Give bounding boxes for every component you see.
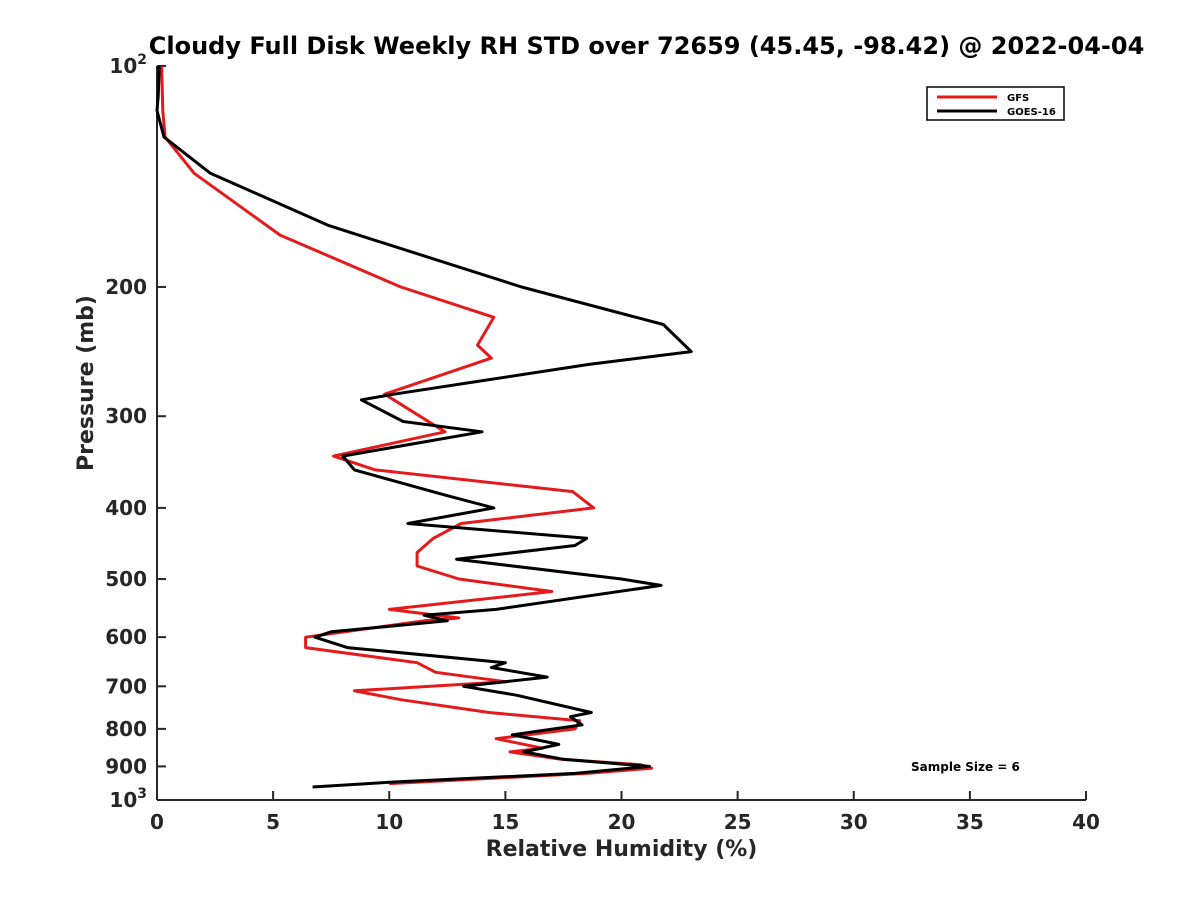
x-tick-label: 5 (266, 810, 280, 834)
legend-box (926, 86, 1065, 121)
y-tick-label: 900 (105, 754, 147, 778)
series-line-gfs (160, 65, 654, 786)
x-tick-label: 15 (491, 810, 519, 834)
x-tick-label: 35 (956, 810, 984, 834)
y-tick-label: 300 (105, 404, 147, 428)
x-axis-title: Relative Humidity (%) (486, 837, 758, 862)
y-tick-label: 400 (105, 496, 147, 520)
y-tick-label: 800 (105, 717, 147, 741)
y-tick-label: 103 (109, 786, 147, 812)
y-tick-label: 600 (105, 625, 147, 649)
x-tick-label: 30 (840, 810, 868, 834)
x-tick-label: 40 (1072, 810, 1100, 834)
x-axis-ticks: 0 5 10 15 20 25 30 35 40 (150, 791, 1100, 834)
series-layer (155, 65, 693, 789)
legend-label: GFS (1007, 93, 1029, 104)
y-tick-label: 102 (109, 52, 147, 78)
legend: GFS GOES-16 (926, 86, 1065, 121)
legend-label: GOES-16 (1007, 107, 1056, 118)
sample-size-annotation: Sample Size = 6 (911, 760, 1020, 774)
x-tick-label: 0 (150, 810, 164, 834)
x-tick-label: 10 (375, 810, 403, 834)
y-axis-title: Pressure (mb) (74, 295, 99, 471)
x-tick-label: 20 (608, 810, 636, 834)
plot-area: 0 5 10 15 20 25 30 35 40 102 200 300 400 500 600 700 80… (105, 52, 1100, 834)
x-tick-label: 25 (724, 810, 752, 834)
chart-title: Cloudy Full Disk Weekly RH STD over 7265… (149, 32, 1145, 60)
y-tick-label: 500 (105, 567, 147, 591)
y-axis-ticks: 102 200 300 400 500 600 700 800 900 103 (105, 52, 166, 812)
series-line-goes-16 (155, 65, 693, 789)
y-tick-label: 700 (105, 674, 147, 698)
y-tick-label: 200 (105, 275, 147, 299)
